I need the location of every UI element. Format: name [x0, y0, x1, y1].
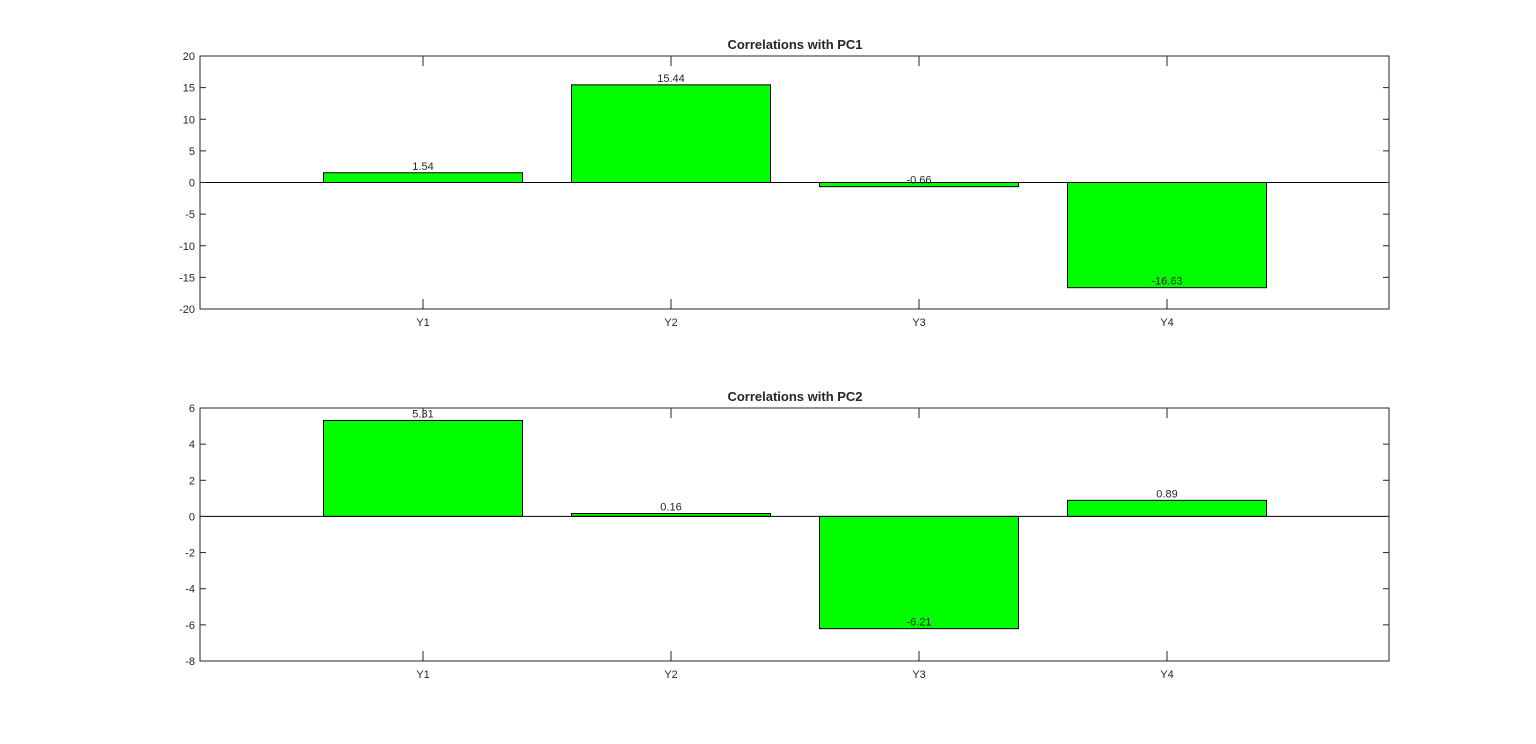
y-tick-label: 2 — [189, 475, 195, 487]
y-tick-label: 6 — [189, 403, 195, 415]
y-tick-label: -4 — [185, 584, 195, 596]
y-tick-label: 20 — [183, 51, 195, 63]
x-tick-label: Y3 — [912, 317, 925, 329]
chart-title: Correlations with PC2 — [727, 389, 862, 404]
data-label: 0.16 — [660, 502, 681, 514]
data-label: -0.66 — [906, 175, 931, 187]
bar-y1 — [323, 172, 523, 184]
data-label: 15.44 — [657, 73, 685, 85]
chart-title: Correlations with PC1 — [727, 37, 862, 52]
data-label: 5.31 — [412, 408, 433, 420]
data-label: -16.63 — [1151, 276, 1182, 288]
y-tick-label: -15 — [179, 272, 195, 284]
y-tick-label: 4 — [189, 439, 195, 451]
y-tick-label: -10 — [179, 241, 195, 253]
bar-y2 — [571, 84, 771, 183]
chart-pc2: Correlations with PC2 -8 -6 -4 -2 0 2 4 6 Y1 Y2 Y3… — [185, 389, 1390, 681]
bar-y3 — [819, 515, 1019, 630]
x-tick-label: Y1 — [416, 317, 429, 329]
y-tick-label: 5 — [189, 146, 195, 158]
bar-y4 — [1067, 499, 1267, 517]
y-tick-label: 10 — [183, 114, 195, 126]
x-tick-label: Y2 — [664, 669, 677, 681]
x-tick-label: Y1 — [416, 669, 429, 681]
y-tick-label: -6 — [185, 620, 195, 632]
data-label: 1.54 — [412, 161, 433, 173]
x-tick-label: Y2 — [664, 317, 677, 329]
x-tick-label: Y4 — [1160, 317, 1173, 329]
x-tick-label: Y4 — [1160, 669, 1173, 681]
y-tick-label: 15 — [183, 83, 195, 95]
data-label: 0.89 — [1156, 488, 1177, 500]
y-tick-label: -5 — [185, 209, 195, 221]
x-tick-label: Y3 — [912, 669, 925, 681]
bar-y1 — [323, 419, 523, 517]
y-tick-label: -20 — [179, 304, 195, 316]
data-label: -6.21 — [906, 617, 931, 629]
axes-box — [199, 407, 1390, 662]
bar-y4 — [1067, 182, 1267, 289]
y-tick-label: -8 — [185, 656, 195, 668]
chart-pc1: Correlations with PC1 -20 -15 -10 -5 0 5 10 15 2… — [179, 37, 1390, 329]
y-tick-label: 0 — [189, 511, 195, 523]
y-tick-label: 0 — [189, 178, 195, 190]
y-tick-label: -2 — [185, 548, 195, 560]
